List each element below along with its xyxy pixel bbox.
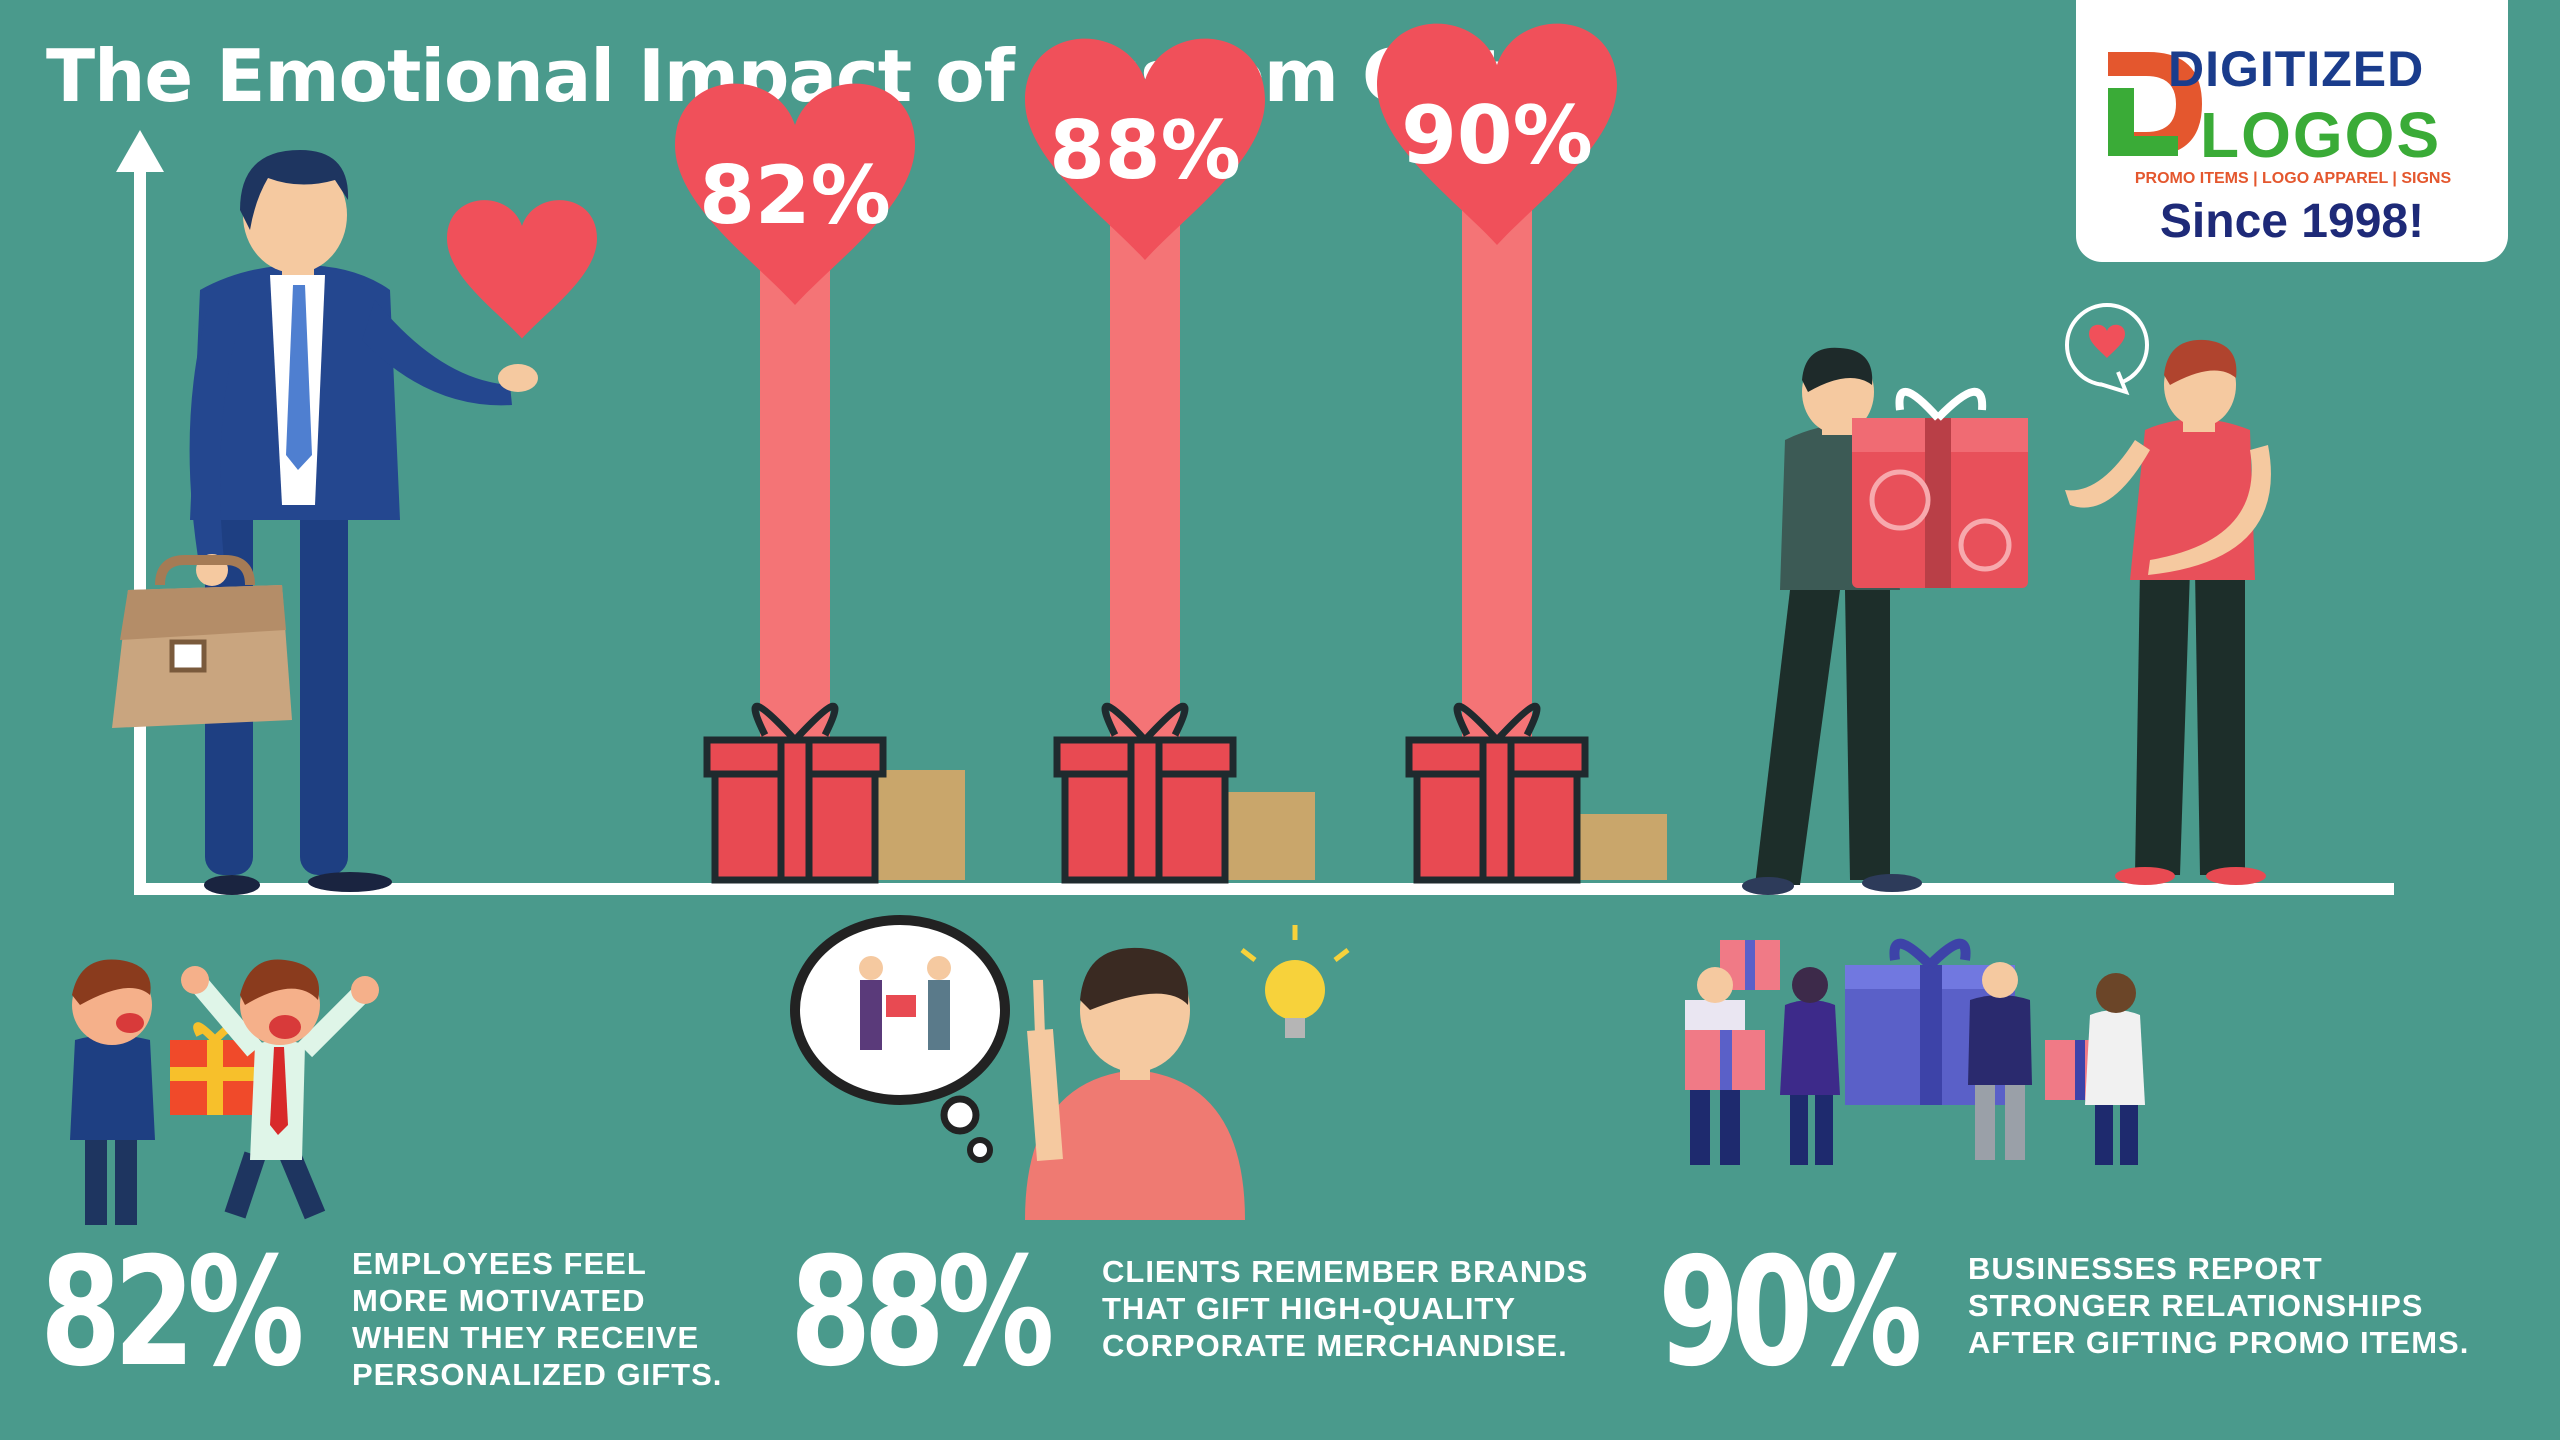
heart-icon — [447, 200, 597, 339]
gift-ribbon-1 — [1127, 736, 1163, 884]
ground-box-2 — [1577, 814, 1667, 880]
heart-icon-0 — [675, 83, 915, 305]
logo-since: Since 1998! — [2159, 195, 2425, 248]
stat-block-88: 88% — [790, 1238, 1119, 1388]
gift-bow-icon-1 — [1101, 702, 1189, 743]
man-receiving-gift-illustration — [2065, 303, 2271, 885]
heart-icon-2 — [1377, 23, 1617, 245]
logo-word-logos: LOGOS — [2200, 99, 2442, 171]
gift-ribbon-0 — [777, 736, 813, 884]
stat-value-90: 90% — [1658, 1226, 1922, 1400]
man-giving-gift-illustration — [1742, 347, 2028, 895]
businessman-illustration — [189, 150, 538, 895]
bar-label-2: 90% — [1401, 89, 1592, 182]
stat-value-88: 88% — [790, 1226, 1054, 1400]
y-axis — [134, 170, 146, 895]
stat-text-82: EMPLOYEES FEEL MORE MOTIVATED WHEN THEY … — [352, 1246, 723, 1392]
heart-icon-1 — [1025, 38, 1265, 260]
bar-chart: 82% 88% 90% — [112, 23, 2394, 895]
small-heart-icon — [2089, 324, 2125, 358]
gift-bow-icon-0 — [751, 702, 839, 743]
x-axis — [134, 883, 2394, 895]
y-axis-arrow-icon — [116, 130, 164, 172]
briefcase-icon — [112, 555, 292, 728]
logo-tagline: PROMO ITEMS | LOGO APPAREL | SIGNS — [2134, 170, 2452, 187]
thinking-man-illustration — [790, 915, 1350, 1220]
stat-text-88: CLIENTS REMEMBER BRANDS THAT GIFT HIGH-Q… — [1102, 1254, 1589, 1363]
bar-label-1: 88% — [1049, 104, 1240, 197]
ground-box-1 — [1225, 792, 1315, 880]
stat-block-82: 82% — [40, 1238, 369, 1388]
gift-ribbon-2 — [1479, 736, 1515, 884]
stat-block-90: 90% — [1658, 1238, 1987, 1388]
brand-logo-card — [2076, 0, 2508, 262]
happy-employees-illustration — [70, 959, 379, 1225]
ground-box-0 — [875, 770, 965, 880]
bar-label-0: 82% — [699, 149, 890, 242]
logo-d-mark-icon — [2108, 52, 2202, 156]
gift-bow-icon-2 — [1453, 702, 1541, 743]
page-title: The Emotional Impact of Custom Gifts — [46, 34, 1550, 118]
team-with-gifts-illustration — [1685, 938, 2145, 1165]
stat-text-90: BUSINESSES REPORT STRONGER RELATIONSHIPS… — [1968, 1251, 2470, 1360]
logo-word-digitized: DIGITIZED — [2168, 41, 2425, 97]
stat-value-82: 82% — [40, 1226, 304, 1400]
